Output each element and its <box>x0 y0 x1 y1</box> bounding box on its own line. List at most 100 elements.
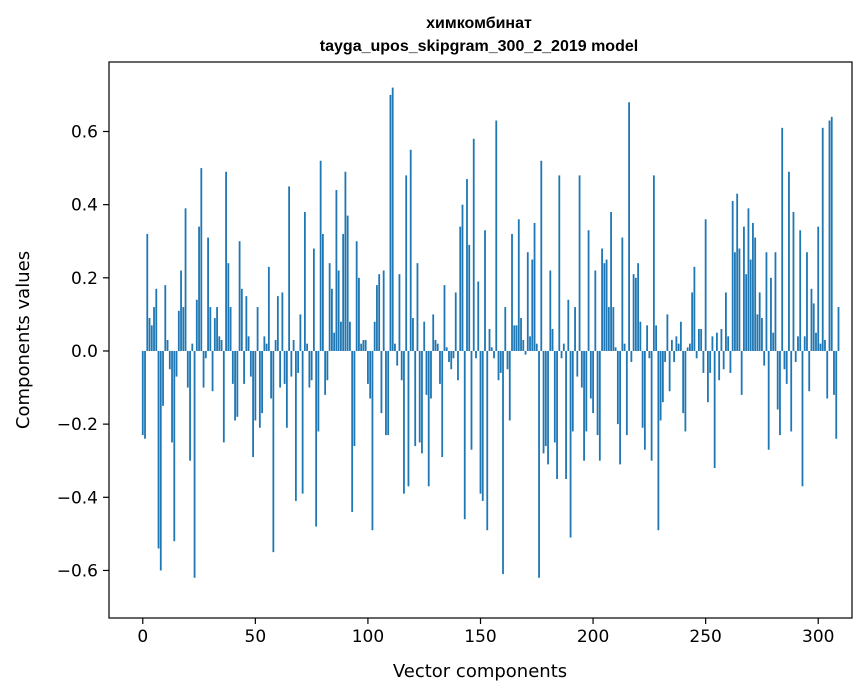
bar <box>576 350 579 377</box>
bar <box>373 321 376 351</box>
bar <box>797 336 799 351</box>
bar <box>195 299 198 351</box>
bar <box>679 321 682 351</box>
bar <box>288 186 291 351</box>
bar <box>216 307 218 351</box>
bar <box>274 340 277 351</box>
bar <box>292 340 295 351</box>
bar <box>515 325 518 351</box>
bar <box>574 307 576 351</box>
bar <box>220 340 223 351</box>
bar <box>475 350 477 359</box>
x-tick-label: 100 <box>352 627 384 647</box>
bar <box>416 263 419 351</box>
y-tick-label: 0.2 <box>71 269 98 289</box>
bar <box>709 350 712 373</box>
bar <box>303 211 306 351</box>
bar <box>450 350 453 370</box>
bar <box>553 350 556 443</box>
bar <box>150 325 153 351</box>
bar <box>661 350 664 403</box>
bar <box>331 288 333 351</box>
bar <box>686 347 689 351</box>
bar <box>337 270 340 351</box>
bar <box>524 350 527 355</box>
bar <box>666 314 669 351</box>
bar <box>812 303 815 351</box>
bar <box>324 350 327 395</box>
bar <box>819 343 822 351</box>
bar <box>321 233 324 351</box>
bar <box>815 332 817 351</box>
bar <box>511 233 513 351</box>
bar <box>486 350 489 531</box>
bar <box>531 259 534 351</box>
bar <box>297 350 300 373</box>
bar <box>267 266 270 351</box>
bar <box>648 350 651 359</box>
bar <box>173 350 176 542</box>
bar <box>270 350 273 399</box>
bar <box>484 230 486 351</box>
bar <box>549 270 552 351</box>
bar <box>794 350 797 362</box>
chart-subtitle: tayga_upos_skipgram_300_2_2019 model <box>320 38 638 55</box>
bar <box>547 350 549 465</box>
bar <box>283 350 286 384</box>
bar <box>290 350 293 377</box>
bar <box>610 211 612 351</box>
bar <box>535 343 538 351</box>
bar <box>756 314 759 351</box>
bar <box>182 307 185 351</box>
bar <box>770 277 772 351</box>
bar <box>202 350 205 388</box>
bar <box>749 259 752 351</box>
bar <box>540 160 543 351</box>
bar <box>443 285 446 351</box>
bar <box>184 208 187 351</box>
bar <box>423 321 426 351</box>
y-axis-ticks: −0.6 −0.4 −0.2 0.0 0.2 0.4 0.6 <box>57 123 109 581</box>
bar <box>551 329 554 351</box>
bar <box>625 350 628 436</box>
bar <box>425 350 428 395</box>
bar <box>504 307 507 351</box>
bar <box>276 296 279 351</box>
bar <box>448 350 450 362</box>
bar <box>621 237 624 351</box>
bar <box>542 350 545 454</box>
bar <box>490 347 493 351</box>
bar <box>385 350 387 436</box>
bar <box>272 350 275 553</box>
bar <box>704 219 707 351</box>
bar <box>637 263 640 351</box>
bar <box>315 350 318 527</box>
bar <box>513 325 516 351</box>
bar <box>592 350 594 414</box>
bar <box>162 350 164 406</box>
bar <box>409 149 412 351</box>
bar <box>414 350 417 447</box>
bar <box>698 329 700 351</box>
bar <box>833 350 835 395</box>
bar <box>711 336 714 351</box>
bar <box>506 350 509 370</box>
bar <box>670 340 673 351</box>
bar <box>716 332 718 351</box>
bar <box>175 350 178 377</box>
y-tick-label: −0.2 <box>57 415 98 435</box>
bar <box>430 350 432 399</box>
bar <box>826 350 829 399</box>
bar <box>725 292 727 351</box>
bar <box>583 350 585 461</box>
bar <box>745 274 748 351</box>
bar <box>308 350 311 388</box>
bar <box>407 350 410 487</box>
bar <box>792 211 795 351</box>
bar <box>389 94 392 351</box>
bar <box>189 350 191 461</box>
bar <box>265 343 268 351</box>
bar <box>488 329 491 351</box>
plot-frame <box>108 61 853 619</box>
bar <box>587 230 590 351</box>
